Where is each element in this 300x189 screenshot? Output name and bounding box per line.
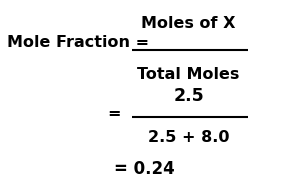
Text: Moles of X: Moles of X	[141, 16, 236, 31]
Text: =: =	[108, 106, 121, 121]
Text: Total Moles: Total Moles	[137, 67, 240, 81]
Text: 2.5 + 8.0: 2.5 + 8.0	[148, 130, 230, 145]
Text: = 0.24: = 0.24	[114, 160, 175, 178]
Text: 2.5: 2.5	[173, 87, 204, 105]
Text: Mole Fraction =: Mole Fraction =	[7, 35, 155, 50]
